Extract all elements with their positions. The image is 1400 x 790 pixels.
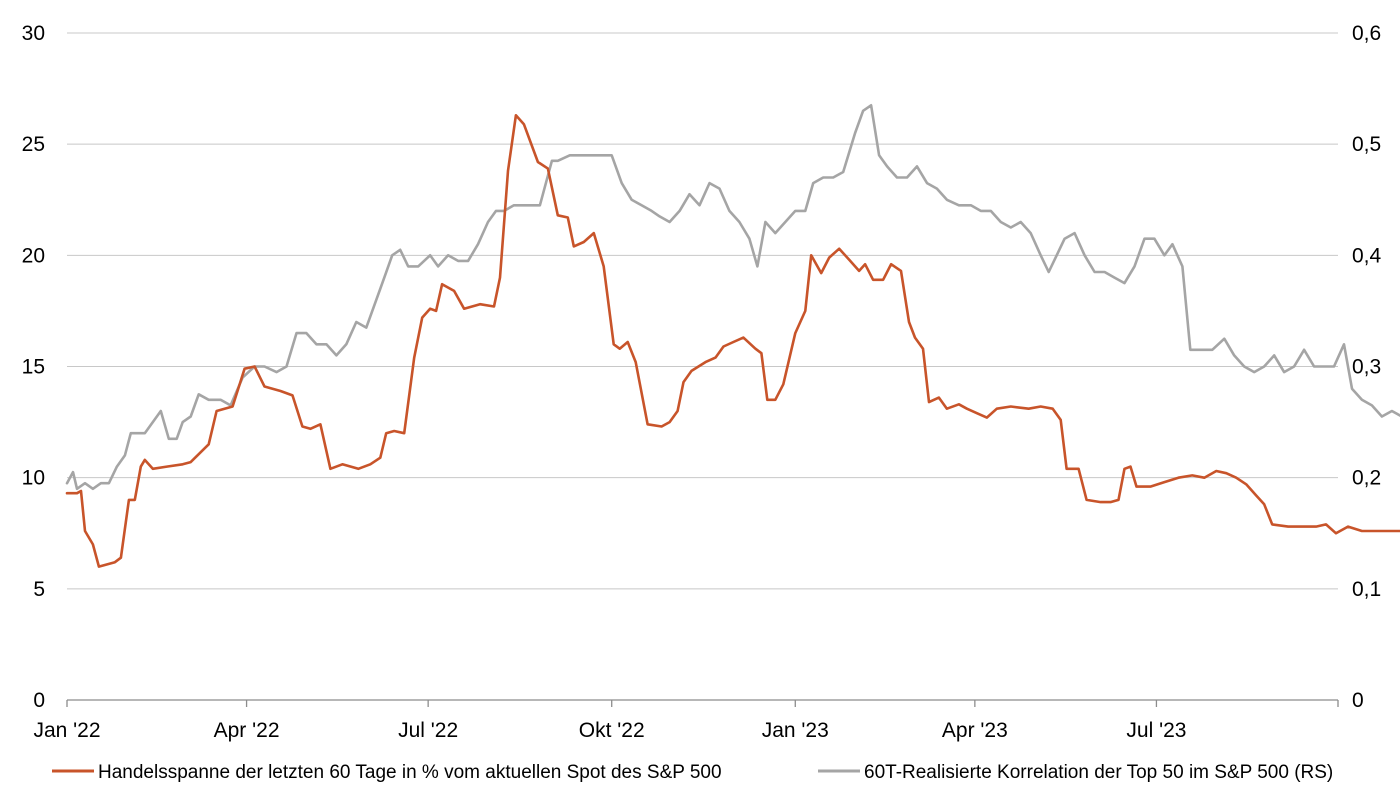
y-right-tick-label: 0,1 (1352, 578, 1381, 601)
y-left-tick-label: 10 (22, 467, 45, 490)
y-right-tick-label: 0,6 (1352, 22, 1381, 45)
legend-label-correlation: 60T-Realisierte Korrelation der Top 50 i… (864, 762, 1333, 783)
series-line-correlation (65, 104, 1400, 491)
x-tick-label: Okt '22 (579, 719, 645, 742)
y-left-tick-label: 20 (22, 244, 45, 267)
x-axis-ticks: Jan '22 Apr '22 Jul '22 Okt '22 Jan '23 Apr '… (33, 700, 1339, 742)
series-line-trading-range (65, 114, 1400, 568)
y-left-tick-label: 25 (22, 133, 45, 156)
x-tick-label: Apr '22 (214, 719, 280, 742)
grid-lines (67, 32, 1338, 590)
y-right-tick-label: 0,4 (1352, 244, 1382, 267)
y-left-tick-label: 0 (33, 689, 45, 712)
y-right-tick-label: 0,5 (1352, 133, 1381, 156)
y-right-tick-label: 0 (1352, 689, 1364, 712)
legend-label-trading-range: Handelsspanne der letzten 60 Tage in % v… (98, 762, 722, 783)
y-left-tick-label: 15 (22, 356, 45, 379)
y-right-tick-label: 0,2 (1352, 467, 1381, 490)
x-tick-label: Jan '22 (33, 719, 100, 742)
x-tick-label: Jan '23 (762, 719, 829, 742)
y-left-tick-label: 30 (22, 22, 45, 45)
y-left-tick-label: 5 (33, 578, 45, 601)
y-axis-left-ticks: 0 5 10 15 20 25 30 (22, 22, 45, 712)
x-tick-label: Apr '23 (942, 719, 1008, 742)
legend: Handelsspanne der letzten 60 Tage in % v… (52, 762, 1333, 783)
y-axis-right-ticks: 0 0,1 0,2 0,3 0,4 0,5 0,6 (1352, 22, 1382, 712)
x-tick-label: Jul '22 (398, 719, 458, 742)
series-layer (65, 104, 1400, 568)
y-right-tick-label: 0,3 (1352, 356, 1381, 379)
x-tick-label: Jul '23 (1126, 719, 1186, 742)
